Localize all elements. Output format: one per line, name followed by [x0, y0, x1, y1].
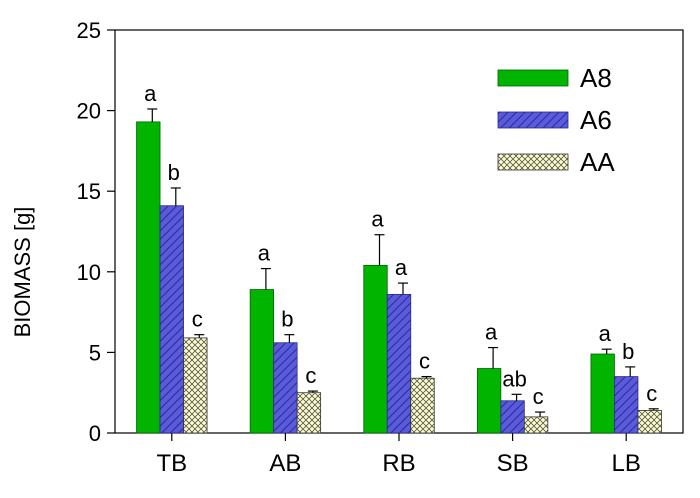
- x-tick-label: TB: [156, 450, 187, 477]
- bar-aa: [523, 416, 549, 434]
- significance-label: a: [599, 321, 612, 346]
- significance-label: a: [485, 320, 498, 345]
- bar-a6: [273, 342, 298, 434]
- bar-aa: [410, 377, 435, 434]
- y-tick-label: 25: [77, 18, 101, 43]
- significance-label: b: [622, 339, 634, 364]
- legend-swatch-aa: [497, 153, 569, 171]
- x-tick-label: RB: [382, 450, 415, 477]
- bar-a8: [476, 368, 502, 434]
- x-tick-label: LB: [612, 450, 641, 477]
- x-tick-label: AB: [269, 450, 301, 477]
- significance-label: c: [305, 363, 316, 388]
- y-tick-label: 20: [77, 99, 101, 124]
- y-tick-label: 0: [89, 421, 101, 446]
- bar-a6: [159, 205, 184, 434]
- bar-aa: [183, 337, 208, 434]
- significance-label: b: [281, 307, 293, 332]
- bar-aa: [637, 410, 662, 434]
- bar-a8: [363, 264, 388, 434]
- plot-area: 0510152025TBabcABabcRBaacSBaabcLBabcA8A6…: [77, 18, 684, 477]
- y-tick-label: 10: [77, 260, 101, 285]
- y-axis-title: BIOMASS [g]: [10, 207, 35, 338]
- significance-label: b: [168, 160, 180, 185]
- significance-label: a: [144, 81, 157, 106]
- legend-label: AA: [580, 147, 615, 177]
- bar-a8: [136, 121, 161, 434]
- legend-swatch-a6: [497, 111, 569, 129]
- legend-label: A8: [580, 63, 612, 93]
- y-tick-label: 15: [77, 179, 101, 204]
- significance-label: a: [258, 241, 271, 266]
- bar-a6: [500, 400, 525, 434]
- bar-aa: [296, 392, 322, 434]
- significance-label: c: [419, 349, 430, 374]
- x-tick-label: SB: [497, 450, 529, 477]
- legend-label: A6: [580, 105, 612, 135]
- legend-swatch-a8: [497, 69, 569, 87]
- significance-label: c: [192, 307, 203, 332]
- significance-label: a: [371, 207, 384, 232]
- y-tick-label: 5: [89, 340, 101, 365]
- significance-label: c: [533, 384, 544, 409]
- significance-label: a: [395, 255, 408, 280]
- significance-label: ab: [502, 366, 526, 391]
- bar-a8: [590, 353, 615, 434]
- bar-a6: [614, 376, 639, 434]
- bar-a8: [249, 289, 275, 434]
- bar-a6: [386, 293, 412, 434]
- significance-label: c: [646, 381, 657, 406]
